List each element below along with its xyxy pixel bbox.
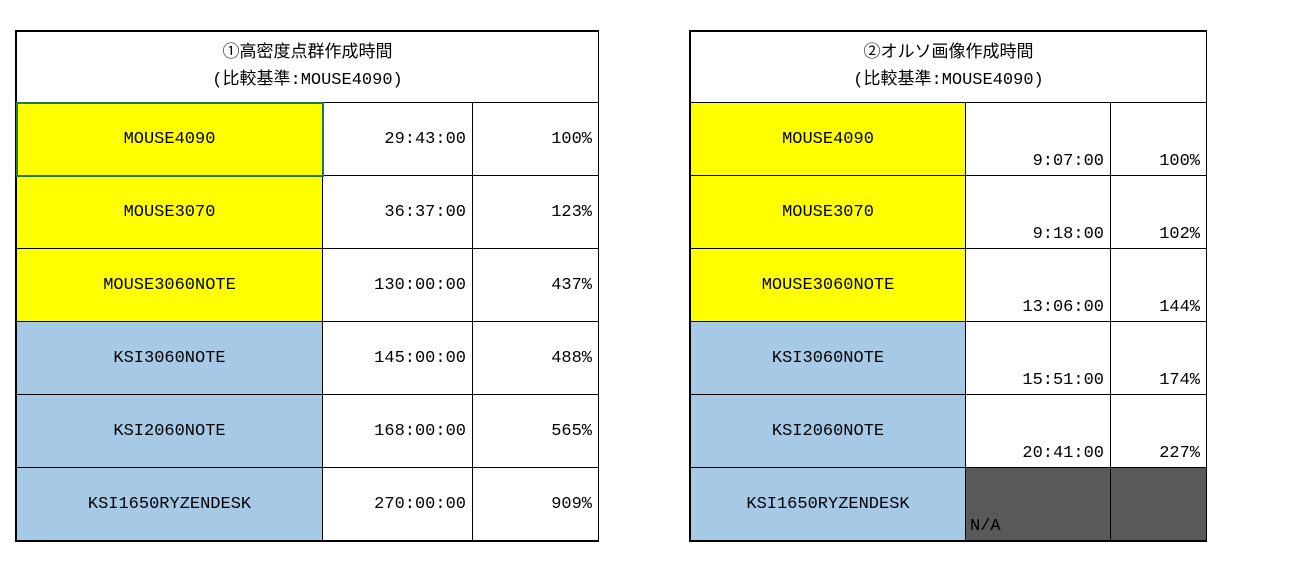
cell-time[interactable]: 168:00:00 — [323, 395, 473, 468]
cell-time[interactable]: 20:41:00 — [966, 395, 1111, 468]
table-title: ②オルソ画像作成時間 — [695, 40, 1202, 67]
table-row: MOUSE3060NOTE 13:06:00 144% — [691, 249, 1207, 322]
cell-name[interactable]: MOUSE3070 — [691, 176, 966, 249]
cell-time[interactable]: 9:18:00 — [966, 176, 1111, 249]
table-header-left: ①高密度点群作成時間 (比較基準:MOUSE4090) — [17, 32, 599, 103]
table-row: KSI1650RYZENDESK 270:00:00 909% — [17, 468, 599, 541]
table-row: MOUSE4090 9:07:00 100% — [691, 103, 1207, 176]
cell-name[interactable]: MOUSE3060NOTE — [17, 249, 323, 322]
table-panel-left: ①高密度点群作成時間 (比較基準:MOUSE4090) MOUSE4090 29… — [15, 30, 599, 542]
table-right: ②オルソ画像作成時間 (比較基準:MOUSE4090) MOUSE4090 9:… — [690, 31, 1207, 541]
table-subtitle: (比較基準:MOUSE4090) — [21, 67, 594, 94]
cell-name[interactable]: KSI3060NOTE — [17, 322, 323, 395]
cell-time[interactable]: 13:06:00 — [966, 249, 1111, 322]
cell-pct-na[interactable] — [1111, 468, 1207, 541]
cell-name[interactable]: MOUSE4090 — [691, 103, 966, 176]
table-left: ①高密度点群作成時間 (比較基準:MOUSE4090) MOUSE4090 29… — [16, 31, 599, 541]
cell-time[interactable]: 29:43:00 — [323, 103, 473, 176]
table-header-row: ①高密度点群作成時間 (比較基準:MOUSE4090) — [17, 32, 599, 103]
cell-pct[interactable]: 100% — [473, 103, 599, 176]
cell-name[interactable]: MOUSE4090 — [17, 103, 323, 176]
cell-pct[interactable]: 909% — [473, 468, 599, 541]
cell-time[interactable]: 15:51:00 — [966, 322, 1111, 395]
tables-container: ①高密度点群作成時間 (比較基準:MOUSE4090) MOUSE4090 29… — [15, 30, 1287, 542]
table-row: MOUSE3070 36:37:00 123% — [17, 176, 599, 249]
cell-time-na[interactable]: N/A — [966, 468, 1111, 541]
cell-time[interactable]: 9:07:00 — [966, 103, 1111, 176]
table-row: KSI3060NOTE 15:51:00 174% — [691, 322, 1207, 395]
cell-name[interactable]: KSI1650RYZENDESK — [17, 468, 323, 541]
cell-time[interactable]: 36:37:00 — [323, 176, 473, 249]
table-row: KSI2060NOTE 168:00:00 565% — [17, 395, 599, 468]
cell-time[interactable]: 130:00:00 — [323, 249, 473, 322]
cell-pct[interactable]: 100% — [1111, 103, 1207, 176]
cell-pct[interactable]: 488% — [473, 322, 599, 395]
table-header-row: ②オルソ画像作成時間 (比較基準:MOUSE4090) — [691, 32, 1207, 103]
table-row: KSI3060NOTE 145:00:00 488% — [17, 322, 599, 395]
cell-pct[interactable]: 174% — [1111, 322, 1207, 395]
cell-pct[interactable]: 227% — [1111, 395, 1207, 468]
table-row: KSI1650RYZENDESK N/A — [691, 468, 1207, 541]
cell-pct[interactable]: 565% — [473, 395, 599, 468]
table-title: ①高密度点群作成時間 — [21, 40, 594, 67]
cell-name[interactable]: KSI2060NOTE — [17, 395, 323, 468]
cell-pct[interactable]: 437% — [473, 249, 599, 322]
cell-name[interactable]: KSI2060NOTE — [691, 395, 966, 468]
cell-name[interactable]: KSI3060NOTE — [691, 322, 966, 395]
table-subtitle: (比較基準:MOUSE4090) — [695, 67, 1202, 94]
table-row: MOUSE3060NOTE 130:00:00 437% — [17, 249, 599, 322]
table-header-right: ②オルソ画像作成時間 (比較基準:MOUSE4090) — [691, 32, 1207, 103]
cell-pct[interactable]: 102% — [1111, 176, 1207, 249]
cell-pct[interactable]: 123% — [473, 176, 599, 249]
cell-name[interactable]: KSI1650RYZENDESK — [691, 468, 966, 541]
cell-name[interactable]: MOUSE3060NOTE — [691, 249, 966, 322]
table-row: MOUSE4090 29:43:00 100% — [17, 103, 599, 176]
table-row: MOUSE3070 9:18:00 102% — [691, 176, 1207, 249]
table-row: KSI2060NOTE 20:41:00 227% — [691, 395, 1207, 468]
cell-pct[interactable]: 144% — [1111, 249, 1207, 322]
cell-name[interactable]: MOUSE3070 — [17, 176, 323, 249]
cell-time[interactable]: 270:00:00 — [323, 468, 473, 541]
cell-time[interactable]: 145:00:00 — [323, 322, 473, 395]
table-panel-right: ②オルソ画像作成時間 (比較基準:MOUSE4090) MOUSE4090 9:… — [689, 30, 1207, 542]
